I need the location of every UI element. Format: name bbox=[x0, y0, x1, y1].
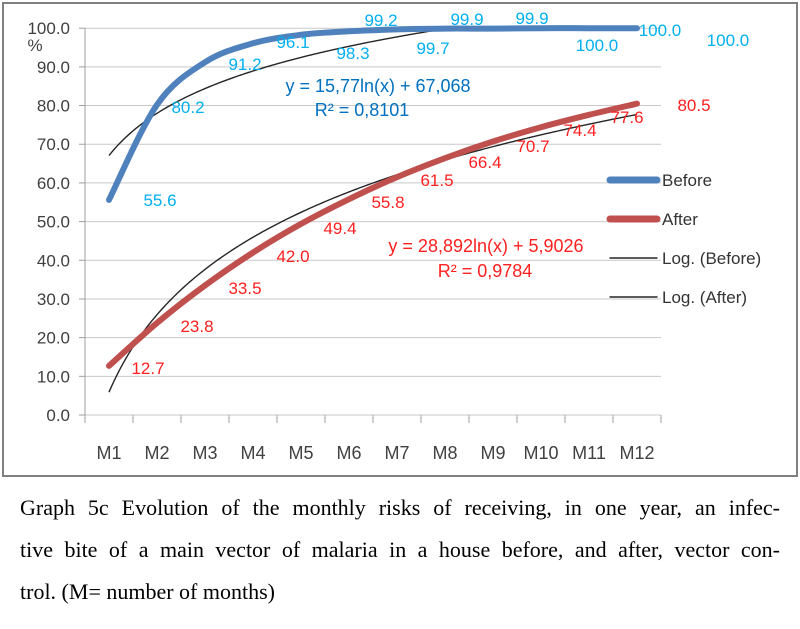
x-tick-label: M6 bbox=[336, 443, 361, 463]
data-label-after: 12.7 bbox=[131, 359, 164, 378]
y-tick-label: 30.0 bbox=[37, 290, 70, 309]
trendline-after bbox=[108, 113, 638, 393]
data-label-after: 80.5 bbox=[677, 96, 710, 115]
series-line-before bbox=[106, 25, 640, 203]
y-tick-label: 60.0 bbox=[37, 174, 70, 193]
data-label-before: 99.7 bbox=[416, 39, 449, 58]
data-label-before: 99.2 bbox=[364, 11, 397, 30]
x-tick-label: M3 bbox=[192, 443, 217, 463]
x-tick-label: M1 bbox=[96, 443, 121, 463]
r-squared-after: R² = 0,9784 bbox=[438, 261, 533, 281]
x-tick-label: M12 bbox=[619, 443, 654, 463]
x-tick-label: M8 bbox=[432, 443, 457, 463]
caption-line-1: Graph 5c Evolution of the monthly risks … bbox=[20, 495, 780, 520]
y-tick-label: 100.0 bbox=[27, 19, 70, 38]
line-chart: 100.0 90.0 80.0 70.0 60.0 50.0 40.0 30.0 20.0 10.… bbox=[2, 2, 798, 477]
data-label-after: 33.5 bbox=[228, 279, 261, 298]
y-tick-label: 70.0 bbox=[37, 135, 70, 154]
equation-after: y = 28,892ln(x) + 5,9026 bbox=[388, 236, 583, 256]
data-label-after: 74.4 bbox=[563, 121, 596, 140]
y-tick-label: 40.0 bbox=[37, 251, 70, 270]
data-label-before: 80.2 bbox=[171, 98, 204, 117]
legend-label-log-before: Log. (Before) bbox=[662, 249, 761, 268]
y-tick-label: 20.0 bbox=[37, 329, 70, 348]
data-label-before: 99.9 bbox=[515, 9, 548, 28]
data-label-before: 100.0 bbox=[576, 36, 619, 55]
legend-label-before: Before bbox=[662, 171, 712, 190]
chart-border bbox=[2, 2, 798, 477]
series-line-after bbox=[106, 100, 640, 369]
data-label-after: 42.0 bbox=[276, 247, 309, 266]
caption: Graph 5c Evolution of the monthly risks … bbox=[20, 487, 780, 613]
y-tick-label: 90.0 bbox=[37, 58, 70, 77]
data-label-after: 23.8 bbox=[180, 317, 213, 336]
data-label-after: 49.4 bbox=[323, 219, 356, 238]
x-tick-label: M4 bbox=[240, 443, 265, 463]
caption-line-2: tive bite of a main vector of malaria in… bbox=[20, 537, 780, 562]
x-tick-label: M10 bbox=[523, 443, 558, 463]
x-tick-label: M2 bbox=[144, 443, 169, 463]
data-label-before: 100.0 bbox=[639, 21, 682, 40]
data-label-after: 77.6 bbox=[610, 108, 643, 127]
data-label-after: 70.7 bbox=[516, 137, 549, 156]
caption-line-3: trol. (M= number of months) bbox=[20, 579, 275, 604]
y-tick-label: 0.0 bbox=[46, 406, 70, 425]
y-tick-label: 80.0 bbox=[37, 97, 70, 116]
x-tick-label: M9 bbox=[480, 443, 505, 463]
data-label-before: 99.9 bbox=[450, 10, 483, 29]
y-tick-label: 50.0 bbox=[37, 213, 70, 232]
data-label-before: 91.2 bbox=[228, 55, 261, 74]
data-label-before: 96.1 bbox=[276, 33, 309, 52]
data-label-after: 66.4 bbox=[468, 153, 501, 172]
data-label-before: 100.0 bbox=[707, 31, 750, 50]
data-label-after: 55.8 bbox=[371, 193, 404, 212]
equation-before: y = 15,77ln(x) + 67,068 bbox=[285, 76, 470, 96]
x-tick-label: M7 bbox=[384, 443, 409, 463]
legend-label-log-after: Log. (After) bbox=[662, 288, 747, 307]
x-tick-label: M11 bbox=[572, 443, 606, 463]
data-label-before: 98.3 bbox=[336, 44, 369, 63]
data-label-after: 61.5 bbox=[420, 171, 453, 190]
y-axis-unit-label: % bbox=[27, 36, 42, 55]
trendline-before bbox=[108, 27, 449, 157]
data-label-before: 55.6 bbox=[143, 191, 176, 210]
legend-label-after: After bbox=[662, 210, 698, 229]
y-tick-label: 10.0 bbox=[37, 367, 70, 386]
x-tick-label: M5 bbox=[288, 443, 313, 463]
chart-frame: 100.0 90.0 80.0 70.0 60.0 50.0 40.0 30.0 20.0 10.… bbox=[2, 2, 798, 477]
r-squared-before: R² = 0,8101 bbox=[315, 100, 410, 120]
